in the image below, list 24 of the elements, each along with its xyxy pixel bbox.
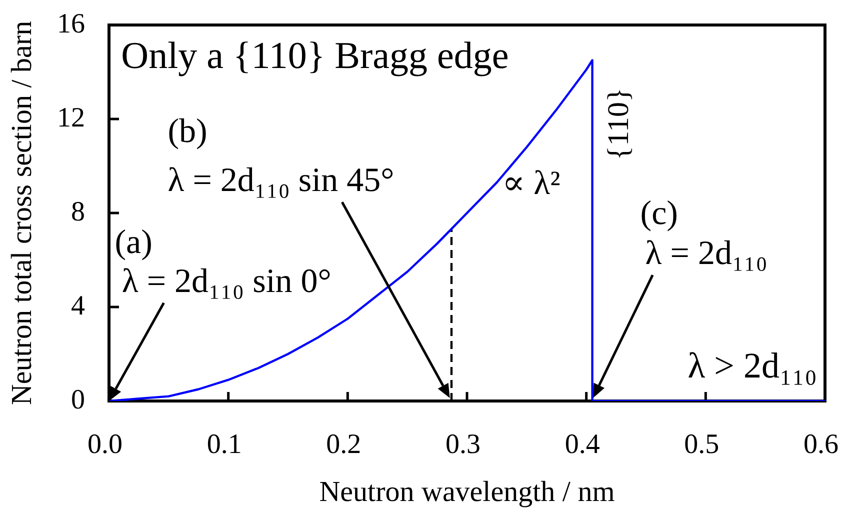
x-tick-label: 0.6	[804, 429, 838, 460]
annotation: λ > 2d₁₁₀	[688, 345, 818, 386]
x-tick-label: 0.4	[564, 429, 600, 460]
x-tick-label: 0.0	[88, 429, 122, 460]
x-axis-title: Neutron wavelength / nm	[319, 476, 616, 508]
annotation: Only a {110} Bragg edge	[121, 35, 509, 78]
annotation: {110}	[602, 88, 636, 160]
y-tick-label: 12	[57, 102, 85, 134]
x-tick-label: 0.2	[326, 429, 362, 460]
annotation: λ = 2d₁₁₀ sin 0°	[122, 262, 332, 300]
y-tick-label: 8	[71, 196, 85, 228]
y-tick-label: 4	[71, 290, 85, 322]
y-tick-label: 0	[71, 384, 85, 416]
x-tick-label: 0.1	[206, 429, 242, 460]
y-tick-label: 16	[57, 8, 85, 40]
x-tick-label: 0.5	[684, 429, 720, 460]
annotation: (c)	[640, 194, 678, 232]
annotation: λ = 2d₁₁₀ sin 45°	[168, 162, 394, 200]
annotation: ∝ λ²	[502, 165, 560, 202]
annotation: (a)	[114, 224, 152, 261]
annotation: λ = 2d₁₁₀	[645, 235, 768, 272]
x-tick-label: 0.3	[446, 429, 480, 460]
y-axis-title: Neutron total cross section / barn	[6, 20, 38, 406]
annotation: (b)	[168, 112, 208, 150]
